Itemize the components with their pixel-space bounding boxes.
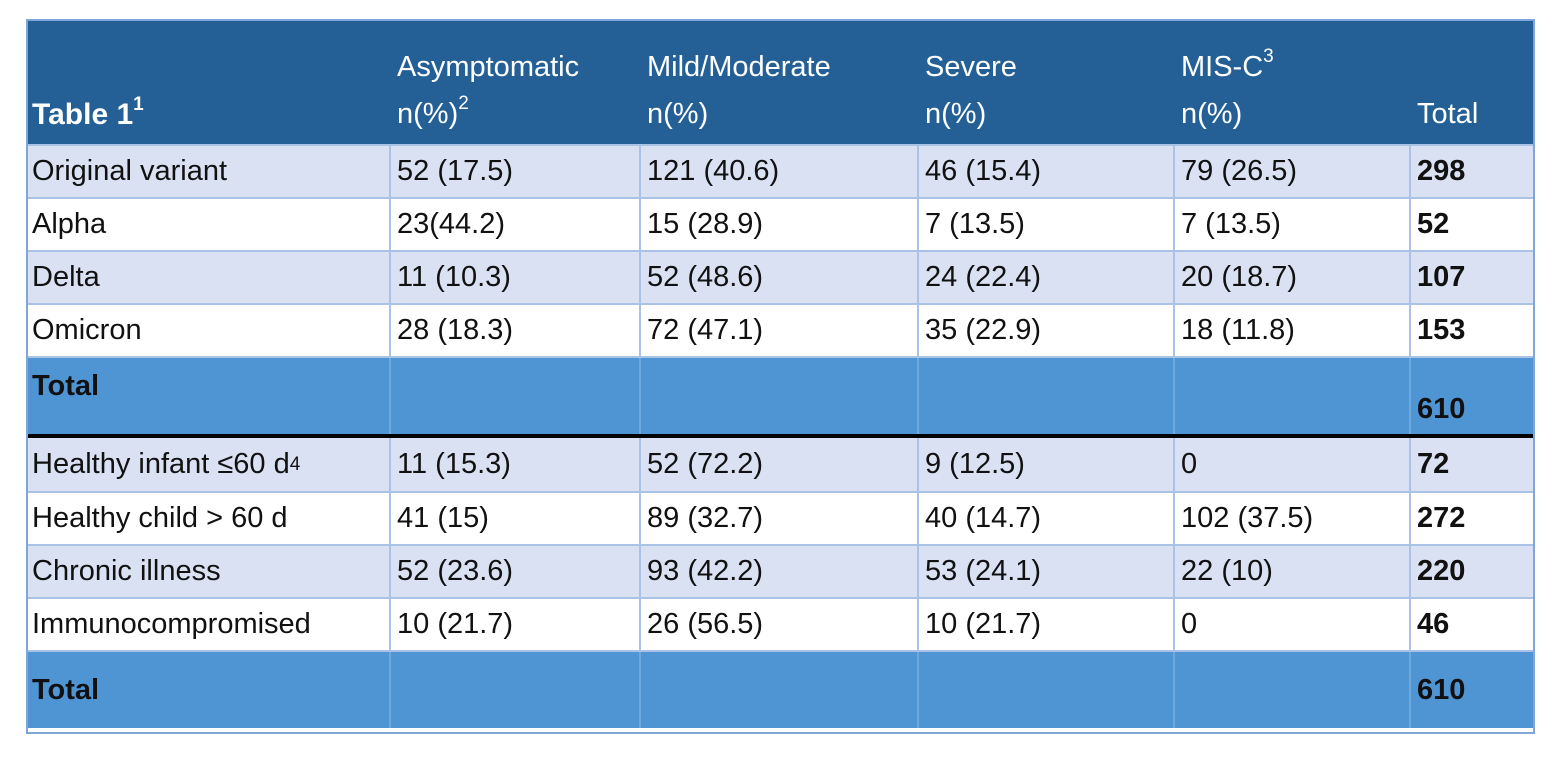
cell-asymptomatic: 52 (17.5): [391, 146, 641, 197]
cell-empty: [641, 652, 919, 728]
row-label-text: Healthy infant ≤60 d: [32, 448, 290, 480]
cell-mild: 89 (32.7): [641, 493, 919, 544]
data-table: Table 11 Asymptomatic n(%)2 Mild/Moderat…: [26, 19, 1535, 728]
cell-severe: 53 (24.1): [919, 546, 1175, 597]
cell-misc: 0: [1175, 599, 1411, 650]
cell-misc: 22 (10): [1175, 546, 1411, 597]
misc-footnote-marker: 3: [1263, 46, 1274, 67]
cell-asymptomatic: 11 (10.3): [391, 252, 641, 303]
col-header-asymptomatic-unit: n(%): [397, 98, 459, 130]
col-header-mild-unit: n(%): [647, 98, 709, 130]
cell-empty: [1175, 358, 1411, 434]
cell-misc: 0: [1175, 438, 1411, 491]
cell-misc: 7 (13.5): [1175, 199, 1411, 250]
row-label: Omicron: [26, 305, 391, 356]
col-header-asymptomatic-label: Asymptomatic: [397, 51, 580, 83]
cell-asymptomatic: 52 (23.6): [391, 546, 641, 597]
cell-empty: [641, 358, 919, 434]
cell-total: 272: [1417, 502, 1466, 534]
cell-empty: [919, 358, 1175, 434]
cell-total: 298: [1417, 155, 1466, 187]
cell-severe: 9 (12.5): [919, 438, 1175, 491]
cell-mild: 121 (40.6): [641, 146, 919, 197]
row-label: Healthy child > 60 d: [26, 493, 391, 544]
row-label: Original variant: [26, 146, 391, 197]
table-header-row: Table 11 Asymptomatic n(%)2 Mild/Moderat…: [26, 19, 1535, 144]
cell-mild: 52 (72.2): [641, 438, 919, 491]
table-row-delta: Delta 11 (10.3) 52 (48.6) 24 (22.4) 20 (…: [26, 250, 1535, 303]
cell-asymptomatic: 28 (18.3): [391, 305, 641, 356]
cell-asymptomatic: 11 (15.3): [391, 438, 641, 491]
table-title: Table 11: [26, 19, 391, 144]
table-row-immunocompromised: Immunocompromised 10 (21.7) 26 (56.5) 10…: [26, 597, 1535, 650]
cell-mild: 26 (56.5): [641, 599, 919, 650]
col-header-severe-label: Severe: [925, 51, 1017, 83]
cell-misc: 102 (37.5): [1175, 493, 1411, 544]
col-header-severe-unit: n(%): [925, 98, 987, 130]
cell-severe: 10 (21.7): [919, 599, 1175, 650]
table-title-text: Table 1: [32, 98, 134, 131]
col-header-total: Total: [1411, 19, 1535, 144]
cell-severe: 24 (22.4): [919, 252, 1175, 303]
cell-severe: 46 (15.4): [919, 146, 1175, 197]
row-label: Immunocompromised: [26, 599, 391, 650]
cell-total: 153: [1417, 314, 1466, 346]
table-row-omicron: Omicron 28 (18.3) 72 (47.1) 35 (22.9) 18…: [26, 303, 1535, 356]
cell-asymptomatic: 23(44.2): [391, 199, 641, 250]
cell-empty: [1175, 652, 1411, 728]
cell-asymptomatic: 41 (15): [391, 493, 641, 544]
table-row-healthy-child: Healthy child > 60 d 41 (15) 89 (32.7) 4…: [26, 491, 1535, 544]
table-row-chronic-illness: Chronic illness 52 (23.6) 93 (42.2) 53 (…: [26, 544, 1535, 597]
row-label-total: Total: [26, 358, 391, 434]
cell-misc: 18 (11.8): [1175, 305, 1411, 356]
section-divider: [26, 434, 1535, 438]
row-label: Alpha: [26, 199, 391, 250]
table-row-variants-total: Total 610: [26, 356, 1535, 434]
cell-grand-total: 610: [1417, 673, 1466, 706]
table-row-groups-total: Total 610: [26, 650, 1535, 728]
cell-misc: 79 (26.5): [1175, 146, 1411, 197]
cell-mild: 52 (48.6): [641, 252, 919, 303]
cell-empty: [919, 652, 1175, 728]
col-header-total-label: Total: [1417, 98, 1479, 130]
cell-empty: [391, 358, 641, 434]
cell-total: 72: [1417, 448, 1450, 480]
cell-asymptomatic: 10 (21.7): [391, 599, 641, 650]
col-header-misc: MIS-C3 n(%): [1175, 19, 1411, 144]
asymptomatic-footnote-marker: 2: [458, 93, 469, 114]
cell-severe: 7 (13.5): [919, 199, 1175, 250]
cell-grand-total: 610: [1417, 393, 1466, 425]
table-row-alpha: Alpha 23(44.2) 15 (28.9) 7 (13.5) 7 (13.…: [26, 197, 1535, 250]
col-header-misc-unit: n(%): [1181, 98, 1243, 130]
title-footnote-marker: 1: [133, 94, 144, 115]
col-header-asymptomatic: Asymptomatic n(%)2: [391, 19, 641, 144]
col-header-mild-label: Mild/Moderate: [647, 51, 831, 83]
cell-mild: 15 (28.9): [641, 199, 919, 250]
row-label: Delta: [26, 252, 391, 303]
cell-severe: 40 (14.7): [919, 493, 1175, 544]
col-header-severe: Severe n(%): [919, 19, 1175, 144]
row-label-total: Total: [26, 652, 391, 728]
cell-mild: 93 (42.2): [641, 546, 919, 597]
cell-severe: 35 (22.9): [919, 305, 1175, 356]
table-row-original-variant: Original variant 52 (17.5) 121 (40.6) 46…: [26, 144, 1535, 197]
cell-total: 107: [1417, 261, 1466, 293]
cell-mild: 72 (47.1): [641, 305, 919, 356]
cell-total: 46: [1417, 608, 1450, 640]
col-header-mild: Mild/Moderate n(%): [641, 19, 919, 144]
cell-misc: 20 (18.7): [1175, 252, 1411, 303]
cell-total: 52: [1417, 208, 1450, 240]
col-header-misc-label: MIS-C: [1181, 51, 1264, 83]
cell-empty: [391, 652, 641, 728]
row-label: Chronic illness: [26, 546, 391, 597]
cell-total: 220: [1417, 555, 1466, 587]
